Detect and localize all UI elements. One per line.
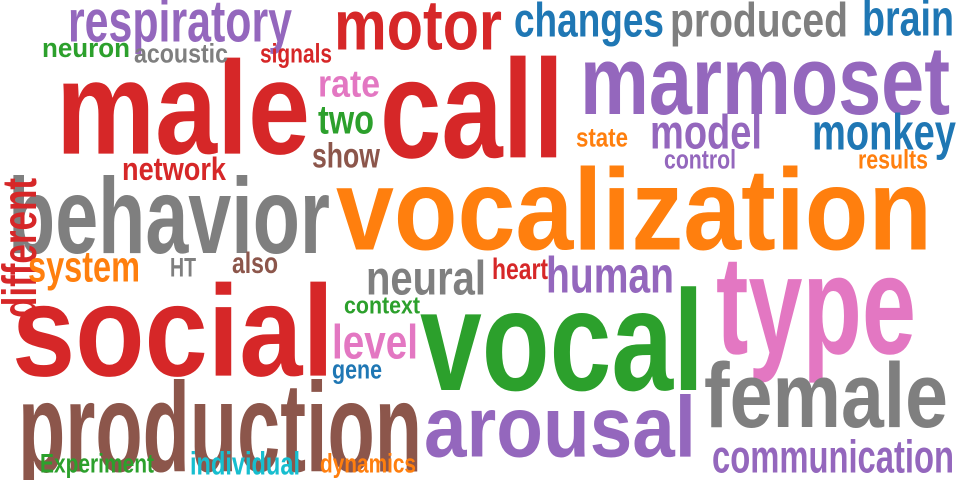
word-communication: communication: [712, 431, 954, 480]
word-model: model: [650, 104, 762, 160]
word-rate: rate: [318, 62, 380, 105]
word-brain: brain: [862, 0, 954, 48]
word-results: results: [858, 145, 928, 176]
word-dynamics: dynamics: [320, 449, 416, 480]
word-social: social: [12, 258, 334, 404]
word-level: level: [332, 314, 418, 370]
word-female: female: [704, 344, 948, 448]
word-marmoset: marmoset: [580, 26, 950, 135]
word-vocalization: vocalization: [336, 144, 932, 275]
word-HT: HT: [170, 253, 196, 284]
word-produced: produced: [670, 0, 848, 48]
word-vocal: vocal: [420, 259, 704, 421]
word-human: human: [546, 245, 674, 305]
word-control: control: [664, 145, 736, 176]
word-also: also: [232, 245, 278, 280]
word-call: call: [380, 30, 564, 188]
word-individual: individual: [190, 445, 300, 480]
word-gene: gene: [332, 355, 382, 386]
word-changes: changes: [514, 0, 664, 48]
word-state: state: [576, 123, 628, 154]
word-two: two: [318, 98, 374, 144]
word-context: context: [344, 291, 420, 319]
word-male: male: [56, 34, 310, 183]
word-monkey: monkey: [812, 105, 956, 162]
word-neuron: neuron: [42, 32, 130, 64]
word-acoustic: acoustic: [134, 39, 228, 70]
word-neural: neural: [366, 250, 486, 306]
word-respiratory: respiratory: [68, 0, 292, 56]
word-behavior: behavior: [8, 157, 330, 278]
word-Experiment: Experiment: [40, 449, 154, 480]
word-type: type: [716, 226, 916, 384]
word-motor: motor: [334, 0, 502, 66]
word-system: system: [28, 243, 140, 292]
word-arousal: arousal: [424, 378, 696, 476]
word-heart: heart: [492, 251, 548, 286]
word-signals: signals: [260, 39, 332, 70]
word-network: network: [122, 151, 226, 188]
word-production: production: [18, 357, 422, 480]
word-show: show: [312, 135, 380, 176]
